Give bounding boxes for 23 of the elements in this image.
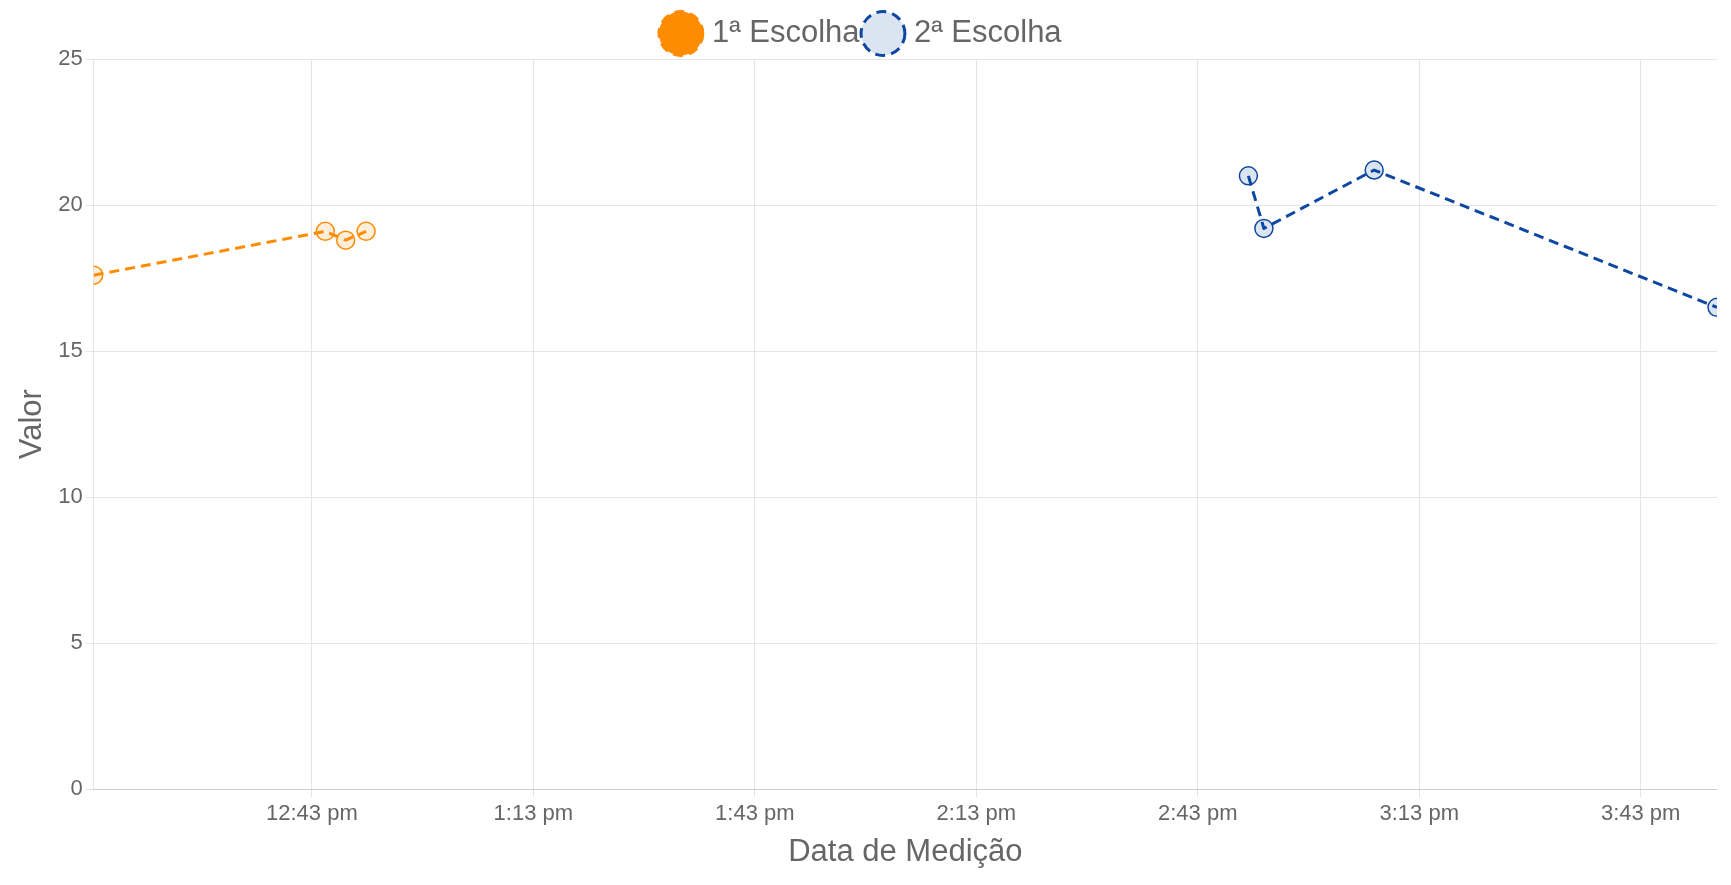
y-tick-label: 25 xyxy=(58,45,83,71)
legend-label: 2ª Escolha xyxy=(914,14,1063,50)
legend-label: 1ª Escolha xyxy=(711,14,861,50)
y-tick-label: 0 xyxy=(70,775,83,801)
y-tick-label: 20 xyxy=(58,191,83,217)
point xyxy=(315,221,336,242)
point xyxy=(335,230,356,250)
y-tick-label: 5 xyxy=(70,629,83,655)
point xyxy=(1238,166,1259,186)
y-tick-label: 15 xyxy=(58,337,83,363)
x-tick-label: 12:43 pm xyxy=(266,799,358,825)
x-tick-label: 1:43 pm xyxy=(715,799,795,825)
x-tick-label: 2:43 pm xyxy=(1158,799,1238,825)
point xyxy=(1364,160,1384,180)
x-tick-label: 3:43 pm xyxy=(1600,799,1681,825)
x-tick-label: 1:13 pm xyxy=(493,799,574,825)
point xyxy=(356,221,376,242)
y-axis-title: Valor xyxy=(13,389,49,460)
x-tick-label: 3:13 pm xyxy=(1379,799,1459,825)
x-tick-label: 2:13 pm xyxy=(936,799,1017,825)
y-tick-label: 10 xyxy=(58,483,83,509)
x-axis-title: Data de Medição xyxy=(788,832,1023,868)
point xyxy=(1254,218,1274,239)
